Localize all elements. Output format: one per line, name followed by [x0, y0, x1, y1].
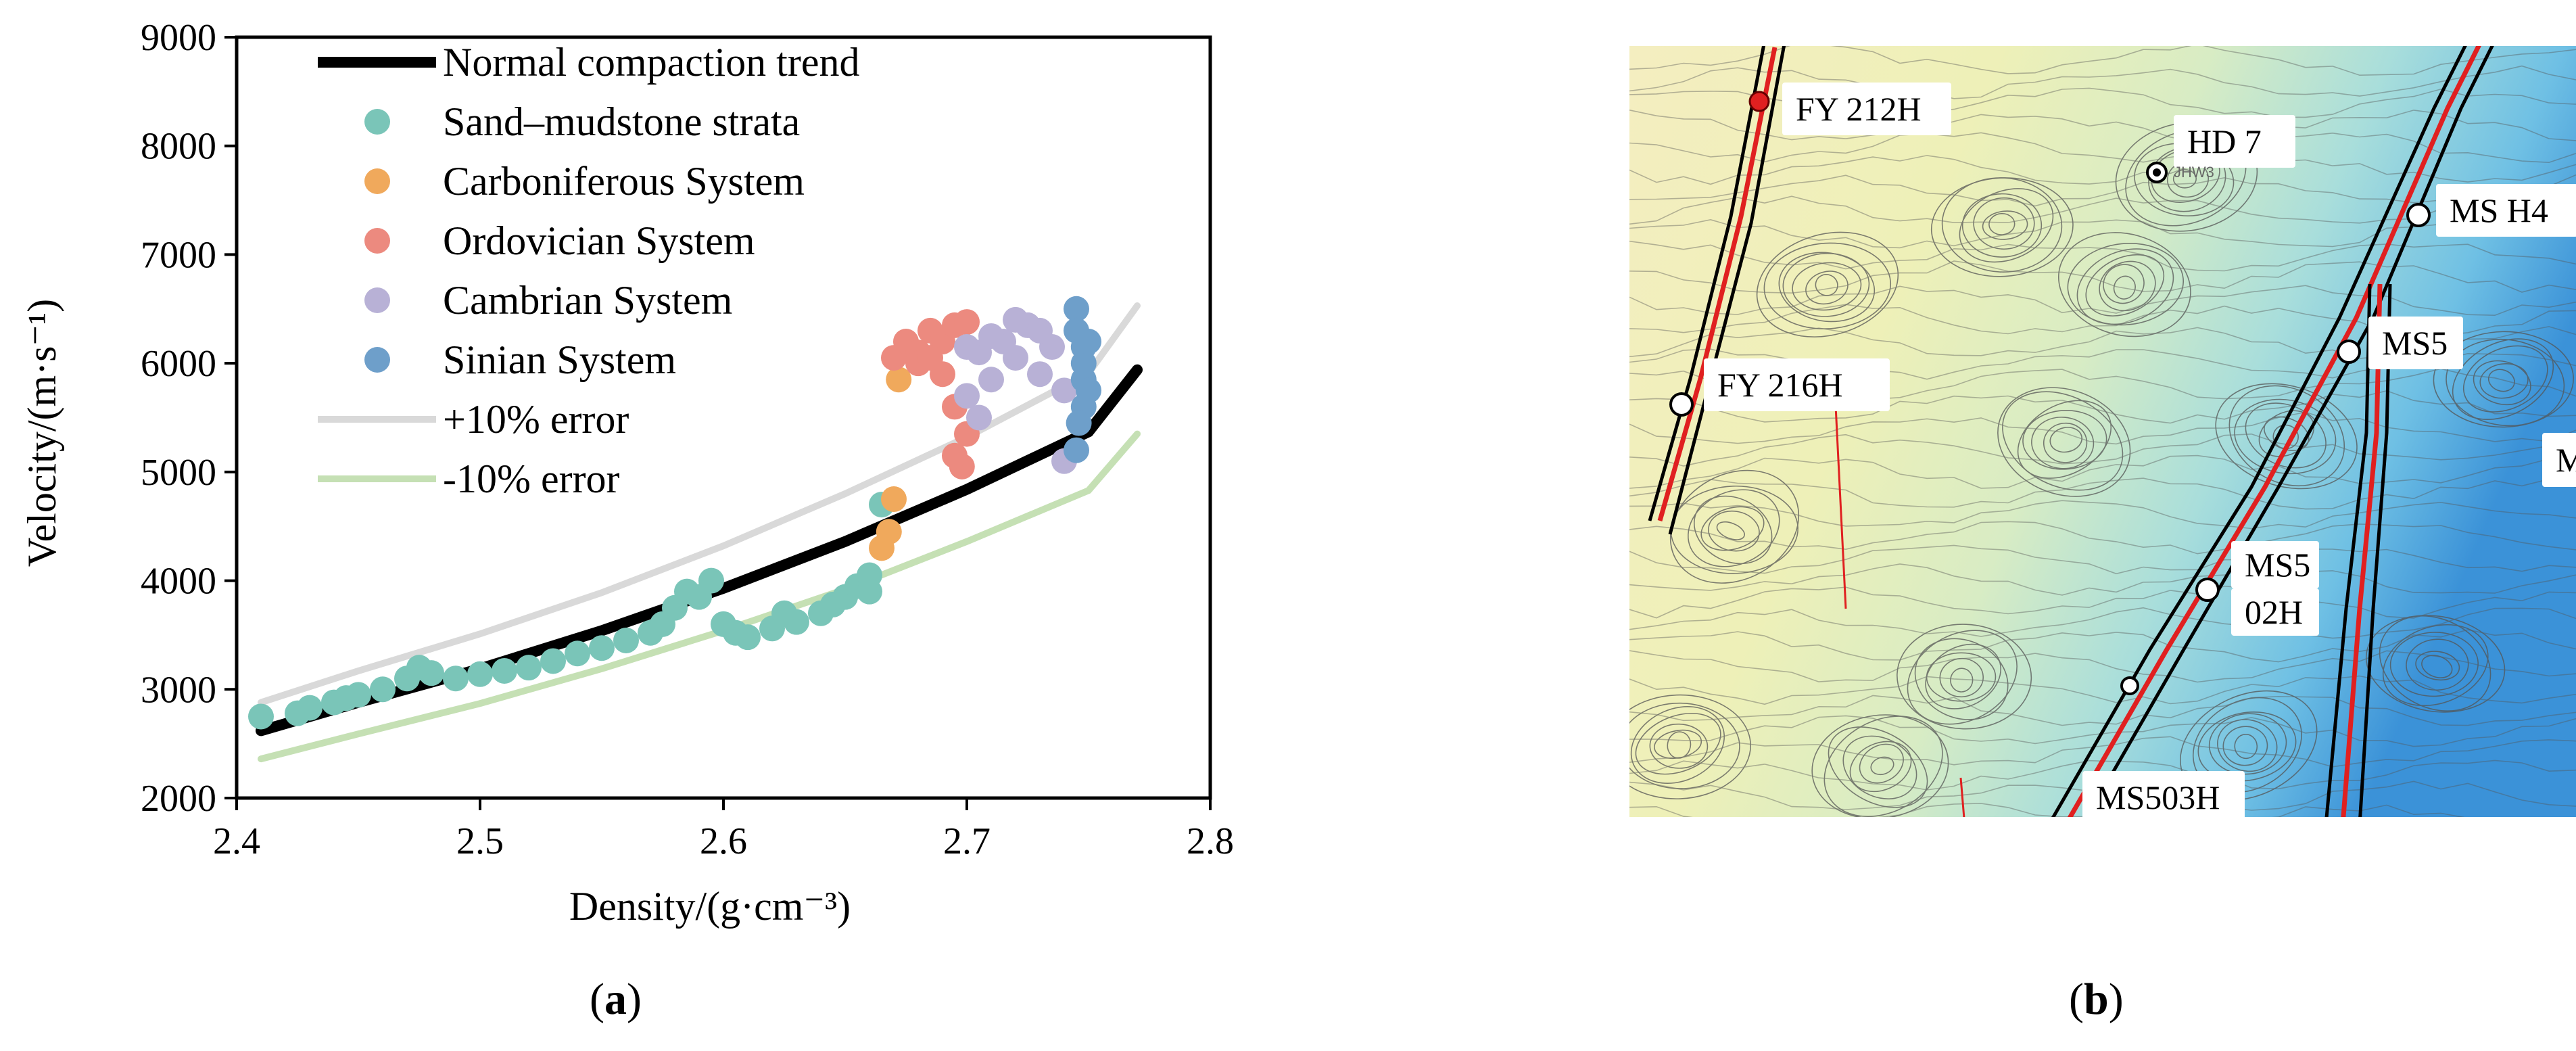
legend-entry: Cambrian System	[443, 278, 732, 323]
data-point-series-0	[467, 661, 493, 687]
data-point-series-3	[1027, 361, 1053, 388]
data-point-series-0	[784, 609, 809, 635]
minor-fault	[1834, 405, 1847, 609]
data-point-series-3	[978, 323, 1004, 349]
data-point-series-0	[565, 640, 590, 667]
data-point-series-3	[1003, 306, 1028, 333]
x-tick-label: 2.5	[456, 820, 504, 862]
y-tick-label: 4000	[141, 561, 216, 603]
x-tick-label: 2.7	[943, 820, 991, 862]
data-point-series-4	[1064, 296, 1089, 322]
data-point-series-0	[345, 682, 371, 708]
data-point-series-0	[698, 567, 724, 594]
data-point-series-1	[881, 486, 907, 513]
well-marker-fy216h	[1669, 392, 1694, 417]
minor-fault	[1959, 777, 1965, 817]
data-point-series-4	[1076, 329, 1101, 354]
well-label: MS H4	[2450, 191, 2548, 229]
faint-well-label: JHW3	[2174, 164, 2214, 181]
data-point-series-3	[954, 334, 980, 360]
scatter-chart: 2.4 2.5 2.6 2.7 2.8 2000 3000 4000 5000 6000 7000 8…	[20, 17, 1234, 929]
data-point-series-2	[942, 442, 968, 469]
data-point-series-2	[954, 309, 980, 335]
fault-zone-left	[1648, 46, 1786, 535]
y-tick-label: 6000	[141, 343, 216, 385]
well-marker-fy212h	[1748, 91, 1770, 112]
data-point-series-3	[1003, 345, 1028, 371]
data-point-series-4	[1066, 410, 1092, 436]
y-tick-label: 8000	[141, 126, 216, 168]
x-tick-label: 2.4	[213, 820, 260, 862]
data-point-series-0	[540, 648, 566, 674]
x-axis-label: Density/(g·cm⁻³)	[569, 884, 851, 929]
well-label: FY 216H	[1717, 366, 1843, 404]
data-point-series-3	[966, 404, 992, 431]
y-tick-label: 7000	[141, 234, 216, 276]
x-tick-label: 2.8	[1187, 820, 1234, 862]
trend-line-0	[256, 364, 1143, 737]
legend-entry: Ordovician System	[443, 218, 755, 263]
data-point-series-1	[886, 367, 912, 393]
data-point-series-0	[857, 578, 882, 605]
legend-entry: -10% error	[443, 457, 620, 501]
well-label: FY 212H	[1796, 90, 1922, 128]
data-point-series-1	[876, 519, 902, 545]
data-point-series-0	[370, 676, 396, 703]
y-tick-label: 3000	[141, 669, 216, 711]
y-tick-label: 2000	[141, 778, 216, 820]
data-point-series-3	[1051, 377, 1077, 404]
data-point-series-0	[297, 695, 323, 721]
well-label: M	[2556, 441, 2576, 479]
data-point-series-0	[248, 703, 274, 730]
data-point-series-0	[443, 665, 469, 692]
well-marker-msh4	[2406, 203, 2431, 227]
panel-label-b: (b)	[2069, 975, 2124, 1024]
data-point-series-3	[1027, 317, 1053, 344]
data-point-series-0	[516, 655, 542, 681]
data-point-series-0	[492, 657, 517, 684]
well-marker-ms502h	[2195, 578, 2220, 602]
data-point-series-3	[954, 383, 980, 409]
data-point-series-0	[735, 624, 761, 651]
well-label: MS5	[2382, 324, 2448, 362]
well-marker-ms5	[2337, 340, 2361, 364]
legend-entry: Sinian System	[443, 337, 676, 382]
data-point-series-2	[917, 345, 943, 371]
y-tick-label: 5000	[141, 452, 216, 494]
legend-entry: +10% error	[443, 397, 629, 442]
data-point-series-0	[419, 660, 444, 686]
well-label: MS503H	[2096, 778, 2220, 816]
data-point-series-4	[1064, 437, 1089, 463]
well-label: 02H	[2245, 593, 2303, 631]
panel-label-a: (a)	[590, 975, 642, 1024]
legend-entry: Sand–mudstone strata	[443, 99, 800, 144]
data-point-series-0	[613, 627, 639, 653]
y-tick-label: 9000	[141, 17, 216, 59]
well-marker-ms503h	[2120, 676, 2139, 695]
well-label: HD 7	[2187, 122, 2262, 160]
data-point-series-3	[978, 367, 1004, 393]
legend-entry: Carboniferous System	[443, 159, 805, 204]
y-axis-label: Velocity/(m·s⁻¹)	[20, 299, 64, 567]
trend-line-1	[258, 302, 1141, 706]
data-point-series-0	[589, 635, 615, 661]
well-label: MS5	[2245, 546, 2310, 584]
legend-entry: Normal compaction trend	[443, 40, 859, 85]
x-tick-label: 2.6	[700, 820, 747, 862]
